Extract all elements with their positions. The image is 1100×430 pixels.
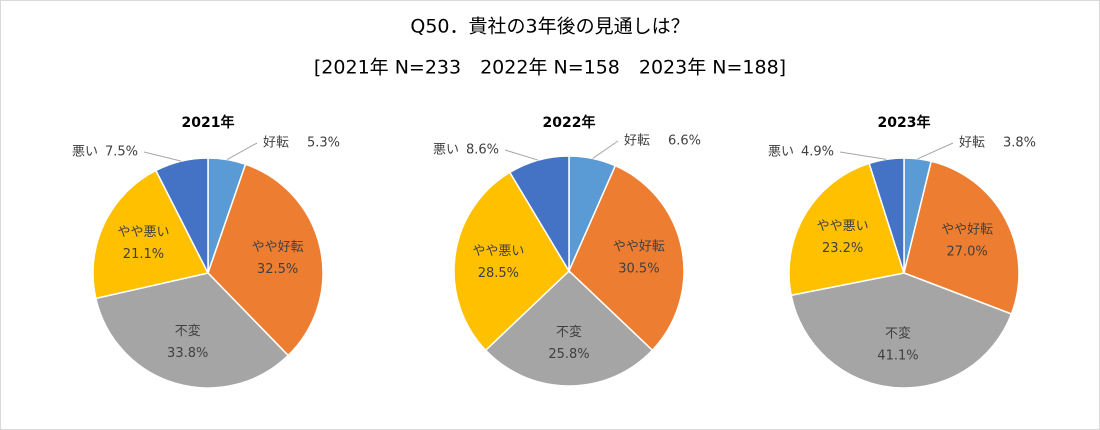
- pie-slice: [154, 157, 209, 274]
- slice-label: 好転: [959, 136, 985, 151]
- pie-slice: [484, 269, 654, 387]
- pie-slice: [568, 164, 685, 352]
- value-label: 30.5%: [618, 261, 659, 276]
- value-label: 8.6%: [466, 143, 499, 158]
- leader-line: [226, 142, 258, 161]
- slice-label: 悪い: [768, 145, 794, 160]
- leader-line: [504, 149, 539, 161]
- leader-line: [592, 140, 619, 159]
- slice-label: 不変: [175, 323, 201, 339]
- value-label: 6.6%: [668, 134, 701, 149]
- leader-line: [143, 151, 182, 162]
- leader-line: [839, 151, 887, 160]
- slice-label: 悪い: [433, 143, 459, 158]
- value-label: 41.1%: [877, 349, 918, 364]
- slice-label: やや悪い: [817, 219, 869, 234]
- slice-label: 不変: [556, 324, 582, 340]
- chart-subtitle: [2021年 N=233 2022年 N=158 2023年 N=188]: [314, 57, 786, 79]
- value-label: 28.5%: [478, 266, 519, 281]
- value-label: 27.0%: [946, 244, 987, 259]
- slice-label: 悪い: [72, 145, 98, 160]
- pie-slice: [868, 157, 905, 274]
- value-label: 5.3%: [307, 136, 340, 151]
- leader-line: [917, 142, 954, 160]
- slice-label: やや悪い: [472, 244, 524, 259]
- pie-slice: [207, 163, 324, 357]
- value-label: 4.9%: [801, 145, 834, 160]
- pie-title: 2023年: [878, 114, 931, 131]
- pie-slice: [788, 162, 905, 297]
- chart-title: Q50．貴社の3年後の見通しは？: [410, 16, 689, 38]
- value-label: 3.8%: [1003, 136, 1036, 151]
- pie-slice: [790, 272, 1013, 389]
- slice-label: 好転: [263, 136, 289, 151]
- pie-slice: [903, 160, 1020, 315]
- value-label: 23.2%: [822, 241, 863, 256]
- slice-label: やや好転: [941, 222, 993, 237]
- value-label: 7.5%: [105, 145, 138, 160]
- slice-label: やや好転: [613, 239, 665, 254]
- pie-title: 2021年: [182, 114, 235, 131]
- pie-slice: [453, 171, 570, 352]
- value-label: 33.8%: [167, 346, 208, 361]
- slice-label: やや悪い: [117, 225, 169, 240]
- value-label: 25.8%: [548, 347, 589, 362]
- slice-label: やや好転: [252, 240, 304, 255]
- slice-label: 不変: [885, 326, 911, 342]
- value-label: 21.1%: [123, 247, 164, 262]
- pie-slice: [94, 272, 290, 389]
- pie-title: 2022年: [543, 114, 596, 131]
- slice-label: 好転: [624, 134, 650, 149]
- pie-slice: [508, 155, 570, 274]
- pie-slice: [92, 169, 210, 300]
- value-label: 32.5%: [257, 262, 298, 277]
